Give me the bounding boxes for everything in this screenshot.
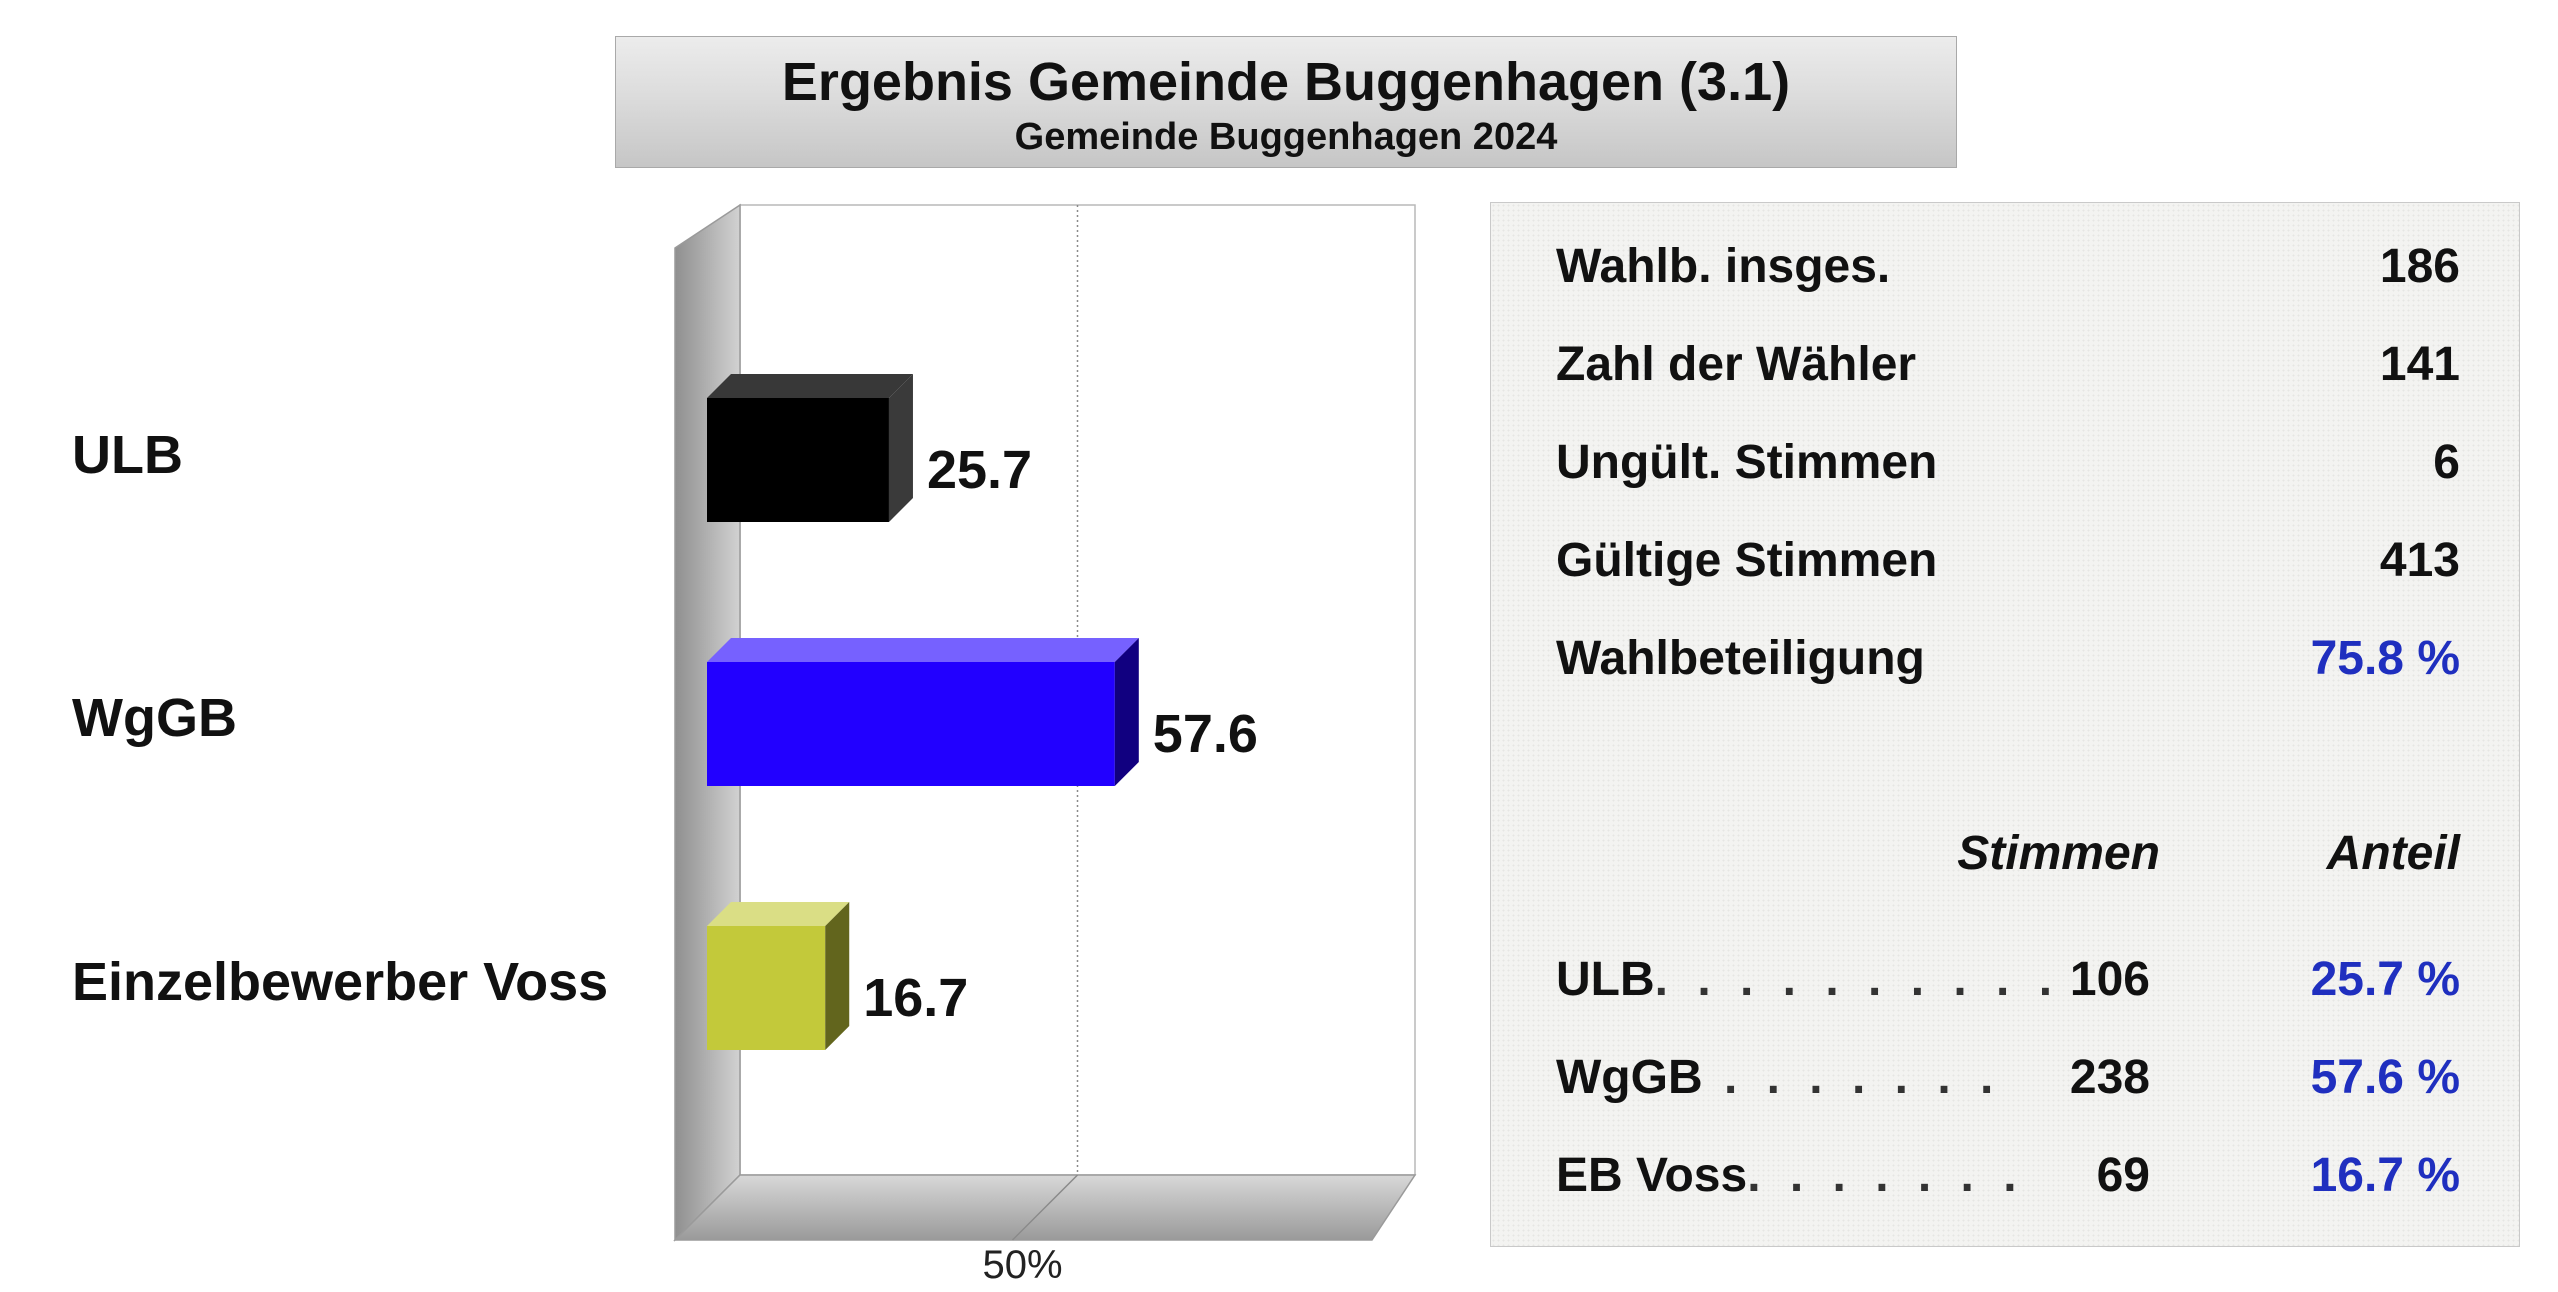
stat-value: 75.8 %	[2310, 632, 2460, 685]
stat-value: 413	[2379, 534, 2460, 587]
chart-title: Ergebnis Gemeinde Buggenhagen (3.1)	[781, 52, 1791, 112]
stat-label: Ungült. Stimmen	[1556, 436, 1938, 489]
stat-label: Zahl der Wähler	[1556, 338, 1917, 391]
header-anteil: Anteil	[2326, 827, 2460, 880]
bar-side-0	[888, 374, 913, 522]
stat-value: 186	[2379, 240, 2460, 293]
leader-dots: . . . . . . .	[1747, 1149, 2025, 1202]
chart-subtitle: Gemeinde Buggenhagen 2024	[1014, 116, 1558, 158]
title-box: Ergebnis Gemeinde Buggenhagen (3.1) Geme…	[615, 36, 1957, 168]
bar-front-0	[707, 398, 889, 522]
bar-chart: 50% 25.7 57.6 16.7	[673, 203, 1417, 1287]
stat-value: 6	[2433, 436, 2460, 489]
stat-label: Wahlbeteiligung	[1556, 632, 1925, 685]
bar-side-2	[825, 902, 850, 1050]
category-label-wggb: WgGB	[72, 688, 237, 748]
category-label-ulb: ULB	[72, 425, 183, 485]
bar-side-1	[1114, 638, 1139, 786]
results-panel	[1490, 202, 2520, 1247]
stat-label: Wahlb. insges.	[1556, 240, 1891, 293]
header-stimmen: Stimmen	[1957, 827, 2160, 880]
bar-value-label: 25.7	[927, 440, 1032, 500]
bar-value-label: 16.7	[863, 968, 968, 1028]
party-votes: 238	[2069, 1051, 2150, 1104]
bar-front-1	[707, 662, 1115, 786]
stat-label: Gültige Stimmen	[1556, 534, 1938, 587]
party-name: ULB	[1556, 953, 1655, 1006]
bar-top-0	[707, 374, 913, 398]
leader-dots: . . . . . . .	[1702, 1051, 2002, 1104]
stat-value: 141	[2379, 338, 2460, 391]
party-votes: 69	[2096, 1149, 2150, 1202]
party-share: 25.7 %	[2310, 953, 2460, 1006]
leader-dots: . . . . . . . . . .	[1654, 953, 2061, 1006]
bar-top-2	[707, 902, 850, 926]
party-share: 16.7 %	[2310, 1149, 2460, 1202]
party-share: 57.6 %	[2310, 1051, 2460, 1104]
bar-top-1	[707, 638, 1139, 662]
x-tick-label: 50%	[982, 1243, 1062, 1287]
party-name: WgGB	[1556, 1051, 1703, 1104]
category-label-einzelbewerber-voss: Einzelbewerber Voss	[72, 952, 609, 1012]
bar-value-label: 57.6	[1153, 704, 1258, 764]
party-votes: 106	[2069, 953, 2150, 1006]
bar-front-2	[707, 926, 826, 1050]
party-name: EB Voss	[1556, 1149, 1748, 1202]
gridline-50-floor	[1011, 1174, 1079, 1241]
